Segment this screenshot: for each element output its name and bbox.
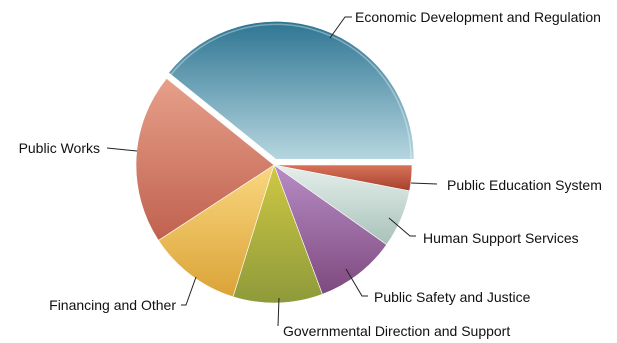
pie-slice-public-safety-and-justice [273,164,388,295]
leader-line-public-safety [345,268,368,297]
leader-line-financing [181,276,197,306]
slice-label-governmental-direction: Governmental Direction and Support [283,323,510,339]
leader-line-human-support [388,217,416,237]
leader-line-public-education [410,182,438,185]
pie-slice-governmental-direction-and-support [232,164,323,304]
slice-rim-highlight [170,23,412,160]
slice-label-economic-development: Economic Development and Regulation [355,9,601,25]
slices-layer [135,21,415,304]
slice-label-public-works: Public Works [19,140,100,156]
slice-label-human-support: Human Support Services [423,230,579,246]
pie-slice-economic-development-and-regulation [168,21,415,160]
slice-label-public-education: Public Education System [447,177,602,193]
slice-label-public-safety: Public Safety and Justice [374,289,531,305]
leader-line-economic-development [329,16,352,39]
pie-slice-public-works [135,77,275,241]
leader-line-governmental-direction [277,297,280,327]
pie-slice-financing-and-other [158,164,275,298]
slice-label-financing: Financing and Other [49,297,176,313]
leader-line-public-works [106,147,138,152]
labels-layer: Economic Development and Regulation Publ… [19,9,602,339]
